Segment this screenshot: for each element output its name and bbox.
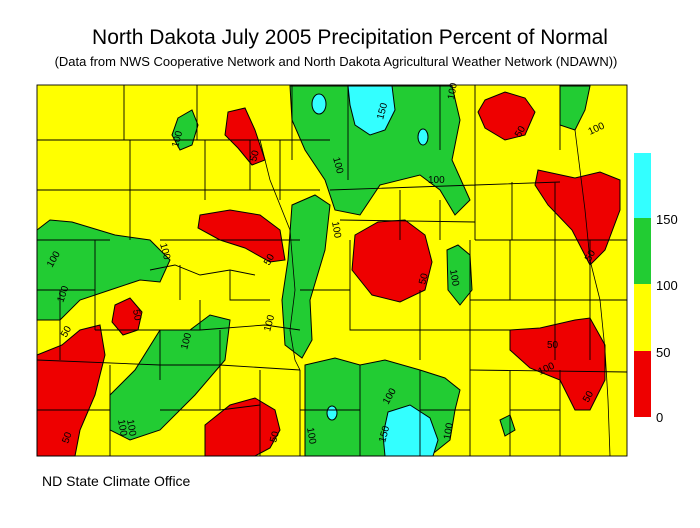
legend-tick-150: 150: [656, 212, 678, 227]
contour-label: 100: [330, 156, 345, 175]
contour-label: 100: [304, 427, 318, 446]
contour-label: 100: [179, 331, 194, 350]
rivers: [259, 129, 611, 457]
contour-label: 100: [124, 419, 138, 438]
legend-tick-0: 0: [656, 410, 664, 425]
legend-swatch-above-150: [634, 153, 651, 218]
contour-label: 50: [547, 340, 559, 351]
contour-label: 150: [375, 101, 390, 120]
contour-label: 50: [268, 430, 282, 444]
legend-swatch-below-50: [634, 351, 651, 417]
county-boundaries: [36, 84, 628, 457]
contour-label: 100: [428, 175, 445, 186]
map-subtitle: (Data from NWS Cooperative Network and N…: [54, 54, 618, 69]
footer-credit: ND State Climate Office: [42, 473, 191, 489]
contour-label: 100: [446, 82, 460, 101]
contour-label: 50: [248, 149, 262, 163]
contour-label: 50: [59, 324, 74, 340]
contour-label: 50: [513, 124, 528, 140]
contour-label: 50: [60, 430, 74, 445]
legend-tick-50: 50: [656, 345, 671, 360]
legend-tick-100: 100: [656, 278, 678, 293]
contour-labels: 100 150 50 100 100 50 100 100 100 50 100…: [45, 82, 607, 446]
contour-label: 100: [447, 269, 461, 288]
legend-swatch-100-150: [634, 218, 651, 284]
contour-label: 100: [115, 419, 129, 438]
contour-label: 100: [157, 242, 172, 261]
contour-label: 100: [442, 422, 456, 441]
contour-label: 100: [262, 313, 277, 332]
contour-label: 100: [329, 221, 343, 240]
contour-label: 50: [417, 272, 431, 286]
contour-label: 50: [583, 248, 598, 264]
map-title: North Dakota July 2005 Precipitation Per…: [92, 26, 608, 49]
legend-swatch-50-100: [634, 284, 651, 351]
contour-label: 100: [170, 129, 185, 148]
contour-label: 150: [377, 424, 392, 443]
cyan-regions: [311, 85, 439, 457]
red-regions: [36, 91, 621, 457]
contour-label: 50: [581, 389, 596, 405]
contour-label: 50: [262, 252, 277, 268]
contour-label: 50: [130, 309, 143, 322]
